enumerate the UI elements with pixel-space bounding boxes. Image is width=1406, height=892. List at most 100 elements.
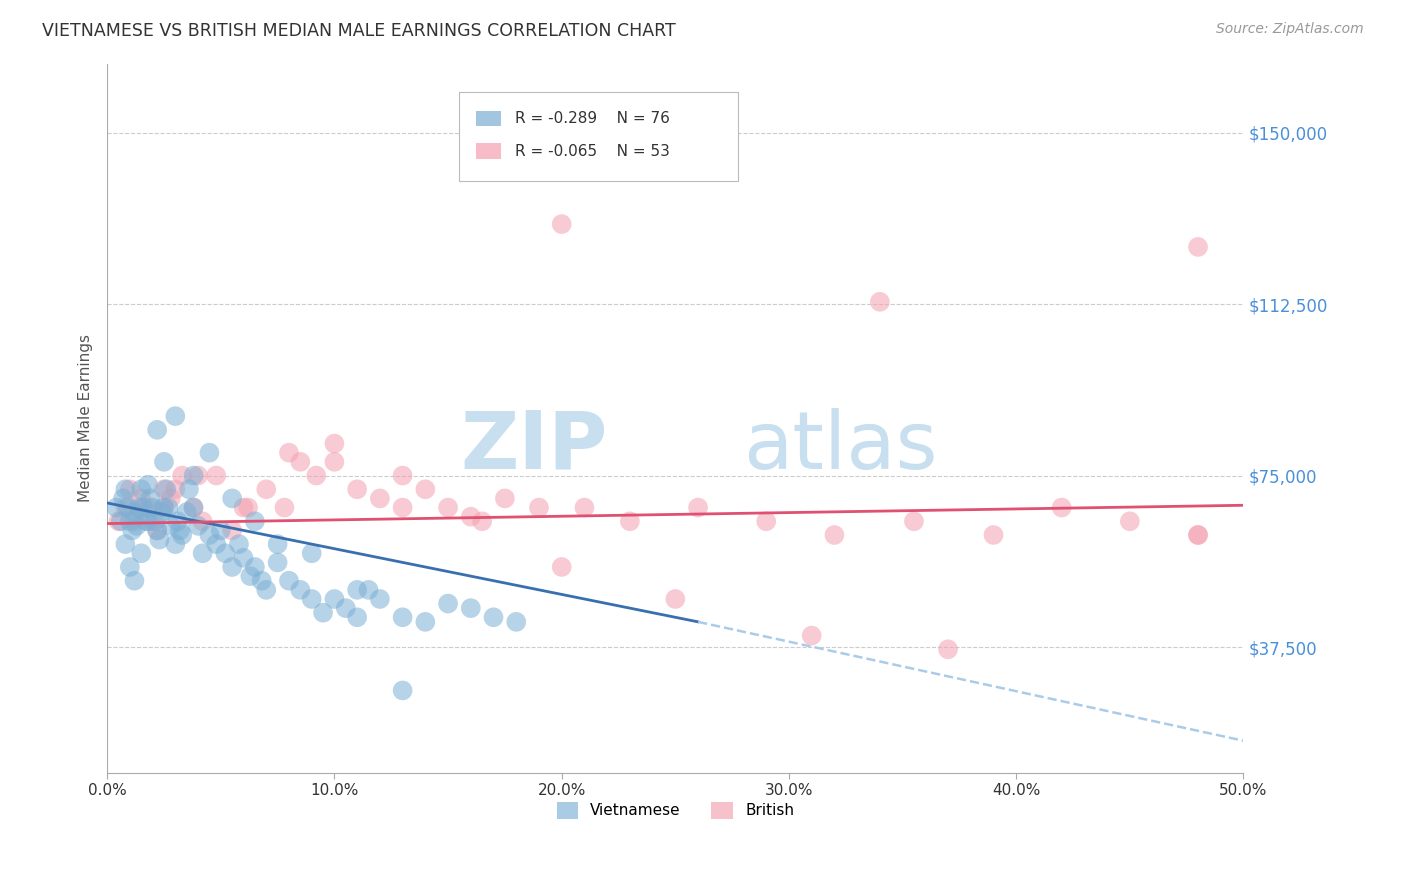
- Point: [391, 500, 413, 515]
- Point: [136, 500, 159, 515]
- Point: [146, 524, 169, 538]
- Point: [323, 592, 346, 607]
- Point: [755, 514, 778, 528]
- Point: [550, 560, 572, 574]
- Point: [172, 468, 194, 483]
- Point: [505, 615, 527, 629]
- Point: [114, 537, 136, 551]
- Point: [153, 500, 176, 515]
- Point: [228, 537, 250, 551]
- Point: [471, 514, 494, 528]
- Point: [159, 519, 181, 533]
- Point: [415, 615, 437, 629]
- Point: [460, 509, 482, 524]
- Point: [301, 546, 323, 560]
- Point: [177, 483, 200, 497]
- Point: [221, 491, 243, 506]
- Point: [118, 560, 141, 574]
- Point: [221, 560, 243, 574]
- Point: [183, 500, 205, 515]
- Point: [415, 483, 437, 497]
- Text: R = -0.065    N = 53: R = -0.065 N = 53: [515, 144, 671, 159]
- Point: [142, 500, 165, 515]
- Point: [346, 483, 368, 497]
- Point: [142, 514, 165, 528]
- Point: [232, 500, 254, 515]
- Point: [136, 477, 159, 491]
- Point: [159, 491, 181, 506]
- Legend: Vietnamese, British: Vietnamese, British: [551, 796, 800, 825]
- Point: [132, 500, 155, 515]
- Point: [437, 597, 460, 611]
- Point: [155, 483, 177, 497]
- Point: [205, 537, 228, 551]
- Point: [107, 514, 129, 528]
- Point: [368, 592, 391, 607]
- Point: [153, 500, 176, 515]
- Point: [198, 445, 221, 459]
- Point: [243, 514, 266, 528]
- Point: [391, 683, 413, 698]
- Point: [105, 500, 128, 515]
- Point: [165, 483, 187, 497]
- Point: [301, 592, 323, 607]
- Point: [368, 491, 391, 506]
- Point: [346, 582, 368, 597]
- Point: [118, 483, 141, 497]
- Point: [574, 500, 596, 515]
- Point: [243, 560, 266, 574]
- Point: [118, 514, 141, 528]
- Point: [166, 514, 188, 528]
- Point: [198, 528, 221, 542]
- Point: [305, 468, 328, 483]
- Point: [183, 468, 205, 483]
- Point: [129, 546, 152, 560]
- Point: [191, 514, 214, 528]
- Text: atlas: atlas: [744, 408, 938, 486]
- Point: [460, 601, 482, 615]
- Point: [136, 514, 159, 528]
- Point: [169, 524, 191, 538]
- Point: [323, 436, 346, 450]
- Point: [437, 500, 460, 515]
- Point: [121, 524, 143, 538]
- Point: [128, 500, 150, 515]
- Point: [114, 500, 136, 515]
- Point: [172, 528, 194, 542]
- Point: [254, 483, 277, 497]
- Point: [312, 606, 335, 620]
- Point: [214, 546, 236, 560]
- FancyBboxPatch shape: [460, 93, 738, 181]
- Point: [266, 556, 288, 570]
- Point: [1050, 500, 1073, 515]
- Point: [112, 491, 135, 506]
- Point: [146, 524, 169, 538]
- Point: [266, 537, 288, 551]
- Point: [550, 217, 572, 231]
- Point: [250, 574, 273, 588]
- Point: [278, 574, 301, 588]
- Point: [290, 455, 312, 469]
- Point: [191, 546, 214, 560]
- Point: [254, 582, 277, 597]
- Point: [114, 483, 136, 497]
- Point: [150, 505, 173, 519]
- Point: [346, 610, 368, 624]
- Point: [125, 519, 148, 533]
- Point: [239, 569, 262, 583]
- FancyBboxPatch shape: [477, 111, 502, 127]
- Point: [1187, 528, 1209, 542]
- Point: [139, 491, 162, 506]
- Point: [664, 592, 686, 607]
- Point: [323, 455, 346, 469]
- Point: [1187, 240, 1209, 254]
- Point: [232, 550, 254, 565]
- Point: [391, 468, 413, 483]
- Point: [494, 491, 516, 506]
- Point: [903, 514, 925, 528]
- Point: [800, 629, 823, 643]
- Point: [527, 500, 550, 515]
- Point: [187, 468, 209, 483]
- Text: Source: ZipAtlas.com: Source: ZipAtlas.com: [1216, 22, 1364, 37]
- Point: [165, 537, 187, 551]
